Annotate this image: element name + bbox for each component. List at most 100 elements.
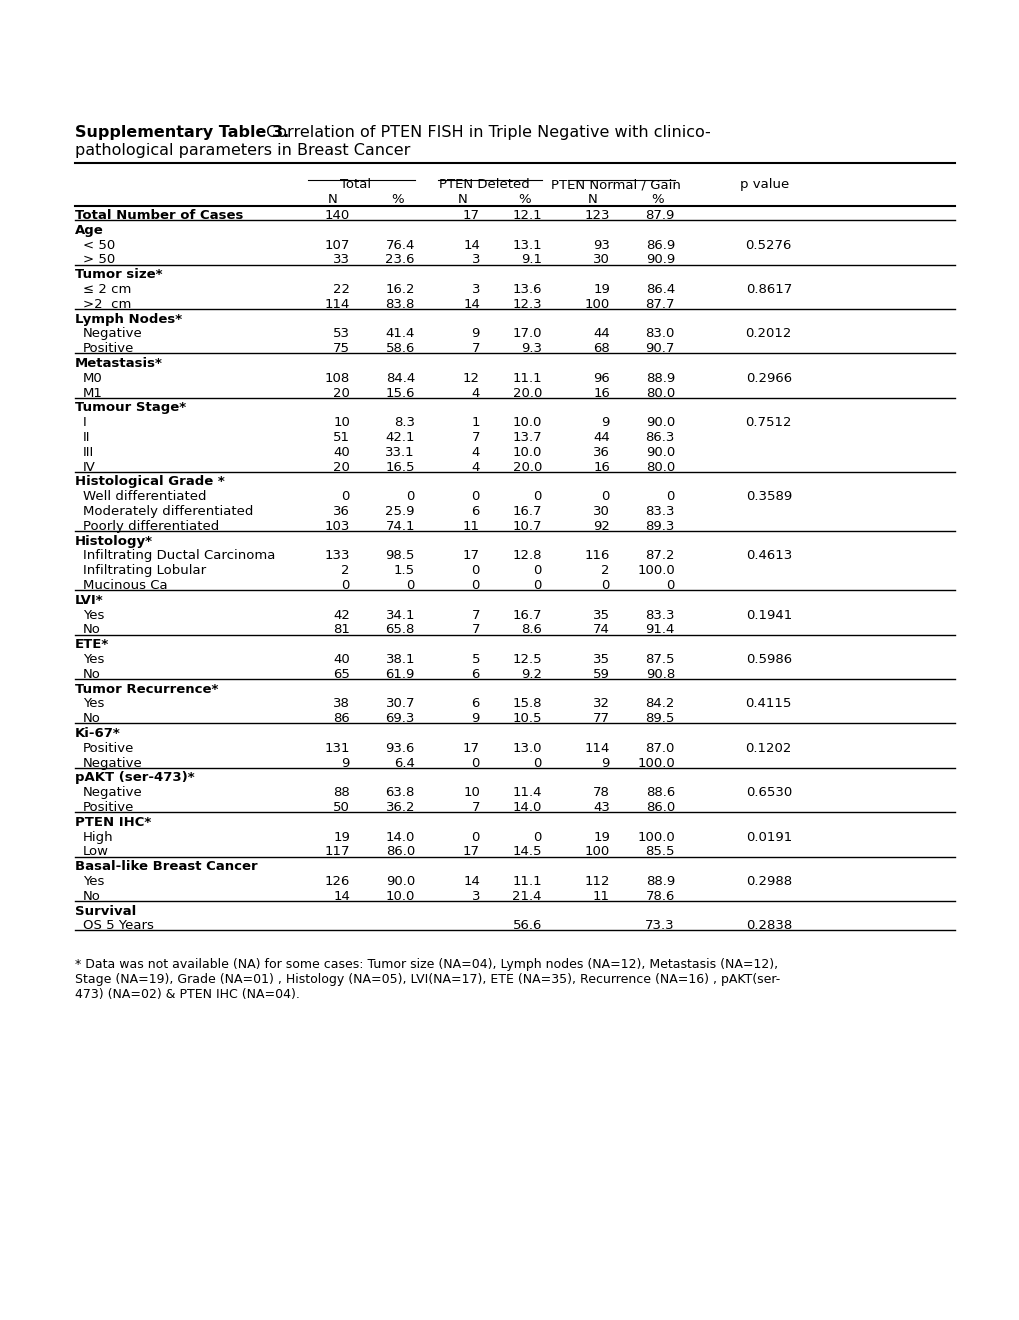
Text: >2  cm: >2 cm xyxy=(83,298,131,310)
Text: 42: 42 xyxy=(333,609,350,622)
Text: 16.5: 16.5 xyxy=(385,461,415,474)
Text: * Data was not available (NA) for some cases: Tumor size (NA=04), Lymph nodes (N: * Data was not available (NA) for some c… xyxy=(75,958,777,972)
Text: Total: Total xyxy=(339,178,371,191)
Text: 0: 0 xyxy=(471,564,480,577)
Text: 38.1: 38.1 xyxy=(385,653,415,667)
Text: 133: 133 xyxy=(324,549,350,562)
Text: 13.1: 13.1 xyxy=(512,239,541,252)
Text: 0.1941: 0.1941 xyxy=(745,609,791,622)
Text: Histology*: Histology* xyxy=(75,535,153,548)
Text: 11: 11 xyxy=(592,890,609,903)
Text: N: N xyxy=(458,193,468,206)
Text: 17: 17 xyxy=(463,209,480,222)
Text: 0.4613: 0.4613 xyxy=(745,549,791,562)
Text: 0: 0 xyxy=(666,579,675,591)
Text: 1.5: 1.5 xyxy=(393,564,415,577)
Text: 58.6: 58.6 xyxy=(385,342,415,355)
Text: 0: 0 xyxy=(533,579,541,591)
Text: 100.0: 100.0 xyxy=(637,830,675,843)
Text: 21.4: 21.4 xyxy=(512,890,541,903)
Text: 10.0: 10.0 xyxy=(513,446,541,459)
Text: 10: 10 xyxy=(333,416,350,429)
Text: 56.6: 56.6 xyxy=(513,920,541,932)
Text: %: % xyxy=(519,193,531,206)
Text: 9.1: 9.1 xyxy=(521,253,541,267)
Text: 16: 16 xyxy=(592,387,609,400)
Text: 93.6: 93.6 xyxy=(385,742,415,755)
Text: 0.5276: 0.5276 xyxy=(745,239,791,252)
Text: 9: 9 xyxy=(471,327,480,341)
Text: M0: M0 xyxy=(83,372,103,385)
Text: 87.2: 87.2 xyxy=(645,549,675,562)
Text: 11.4: 11.4 xyxy=(512,787,541,799)
Text: 140: 140 xyxy=(324,209,350,222)
Text: 38: 38 xyxy=(333,697,350,710)
Text: 4: 4 xyxy=(471,461,480,474)
Text: 89.5: 89.5 xyxy=(645,713,675,725)
Text: 114: 114 xyxy=(584,742,609,755)
Text: 84.4: 84.4 xyxy=(385,372,415,385)
Text: 11.1: 11.1 xyxy=(512,372,541,385)
Text: 33: 33 xyxy=(332,253,350,267)
Text: 17: 17 xyxy=(463,742,480,755)
Text: 9.3: 9.3 xyxy=(521,342,541,355)
Text: 0: 0 xyxy=(601,579,609,591)
Text: > 50: > 50 xyxy=(83,253,115,267)
Text: 12: 12 xyxy=(463,372,480,385)
Text: 17: 17 xyxy=(463,549,480,562)
Text: 2: 2 xyxy=(601,564,609,577)
Text: Metastasis*: Metastasis* xyxy=(75,356,163,370)
Text: 0: 0 xyxy=(341,490,350,503)
Text: %: % xyxy=(651,193,663,206)
Text: 126: 126 xyxy=(324,875,350,888)
Text: LVI*: LVI* xyxy=(75,594,104,607)
Text: 93: 93 xyxy=(592,239,609,252)
Text: 0.6530: 0.6530 xyxy=(745,787,791,799)
Text: 36: 36 xyxy=(592,446,609,459)
Text: 3: 3 xyxy=(471,282,480,296)
Text: 90.7: 90.7 xyxy=(645,342,675,355)
Text: 0.5986: 0.5986 xyxy=(745,653,791,667)
Text: 25.9: 25.9 xyxy=(385,506,415,517)
Text: ≤ 2 cm: ≤ 2 cm xyxy=(83,282,131,296)
Text: 87.5: 87.5 xyxy=(645,653,675,667)
Text: 0.0191: 0.0191 xyxy=(745,830,791,843)
Text: 0.1202: 0.1202 xyxy=(745,742,791,755)
Text: 84.2: 84.2 xyxy=(645,697,675,710)
Text: 0: 0 xyxy=(666,490,675,503)
Text: 50: 50 xyxy=(333,801,350,814)
Text: Infiltrating Lobular: Infiltrating Lobular xyxy=(83,564,206,577)
Text: 30.7: 30.7 xyxy=(385,697,415,710)
Text: 19: 19 xyxy=(333,830,350,843)
Text: Tumour Stage*: Tumour Stage* xyxy=(75,401,185,414)
Text: No: No xyxy=(83,890,101,903)
Text: 6: 6 xyxy=(471,506,480,517)
Text: 117: 117 xyxy=(324,845,350,858)
Text: No: No xyxy=(83,623,101,636)
Text: 9: 9 xyxy=(341,756,350,770)
Text: 7: 7 xyxy=(471,432,480,444)
Text: Supplementary Table 3.: Supplementary Table 3. xyxy=(75,125,289,140)
Text: 96: 96 xyxy=(593,372,609,385)
Text: pAKT (ser-473)*: pAKT (ser-473)* xyxy=(75,771,195,784)
Text: 0: 0 xyxy=(471,579,480,591)
Text: N: N xyxy=(328,193,337,206)
Text: Yes: Yes xyxy=(83,609,104,622)
Text: 44: 44 xyxy=(593,327,609,341)
Text: No: No xyxy=(83,713,101,725)
Text: 90.0: 90.0 xyxy=(385,875,415,888)
Text: III: III xyxy=(83,446,94,459)
Text: 88.6: 88.6 xyxy=(645,787,675,799)
Text: 131: 131 xyxy=(324,742,350,755)
Text: 36.2: 36.2 xyxy=(385,801,415,814)
Text: 100.0: 100.0 xyxy=(637,564,675,577)
Text: Low: Low xyxy=(83,845,109,858)
Text: 19: 19 xyxy=(592,830,609,843)
Text: 10.0: 10.0 xyxy=(385,890,415,903)
Text: 7: 7 xyxy=(471,801,480,814)
Text: 9: 9 xyxy=(601,756,609,770)
Text: Poorly differentiated: Poorly differentiated xyxy=(83,520,219,533)
Text: 17: 17 xyxy=(463,845,480,858)
Text: 0.3589: 0.3589 xyxy=(745,490,791,503)
Text: 9: 9 xyxy=(471,713,480,725)
